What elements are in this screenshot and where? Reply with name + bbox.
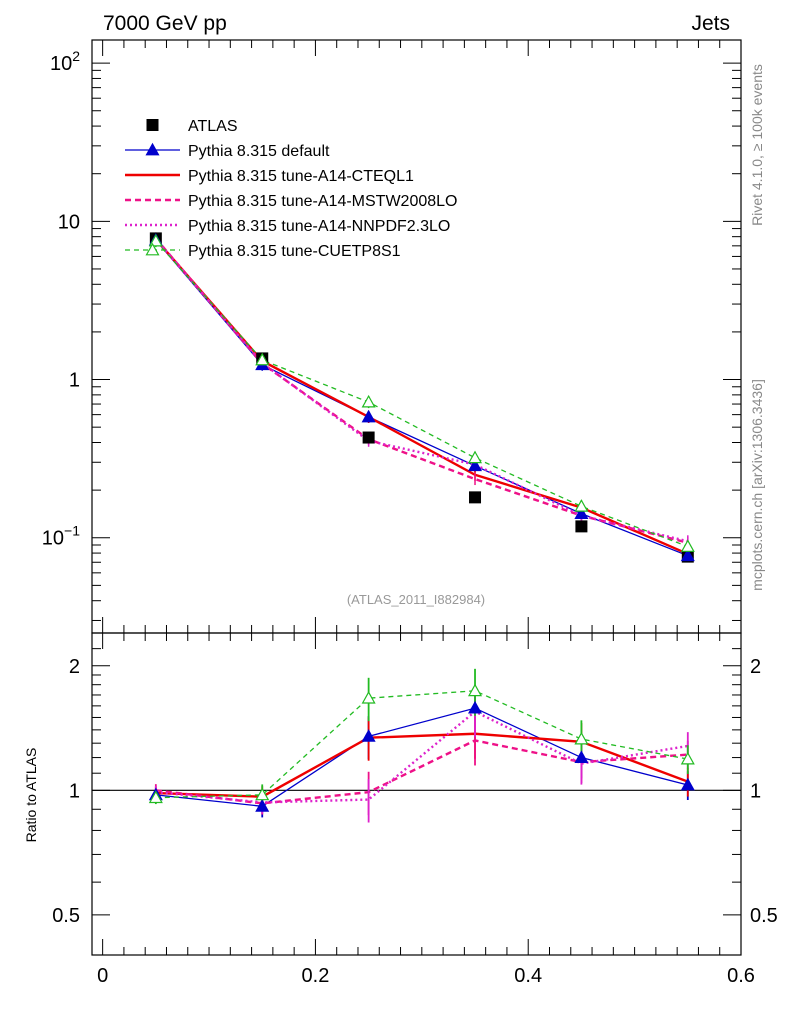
legend-marker-default [145, 142, 160, 156]
ratio-point-default [574, 750, 589, 763]
ratio-point-cuetp [255, 787, 270, 801]
legend-label-cteql1: Pythia 8.315 tune-A14-CTEQL1 [188, 168, 414, 185]
ratio-point-cuetp [361, 690, 376, 704]
series-line-default [155, 239, 689, 557]
legend: ATLAS Pythia 8.315 default Pythia 8.315 tu… [125, 118, 457, 260]
ratio-point-cuetp [467, 683, 483, 697]
header-left: 7000 GeV pp [103, 12, 227, 35]
y-tick-label: 10−1 [42, 523, 80, 550]
ratio-y-label: Ratio to ATLAS [23, 748, 39, 843]
x-tick-label: 0.4 [514, 965, 542, 987]
ratio-y-tick-label-right: 0.5 [750, 905, 778, 927]
series-line-cteql1 [154, 238, 689, 556]
ratio-point-cuetp [574, 731, 589, 745]
legend-marker-cuetp [145, 242, 160, 256]
ratio-y-tick-label: 0.5 [52, 905, 80, 927]
series-point-cuetp [255, 352, 270, 366]
ratio-y-tick-label-right: 2 [750, 656, 761, 678]
ratio-y-tick-label: 2 [69, 656, 80, 678]
ratio-line-mstw [155, 739, 688, 805]
ratio-point-cuetp [680, 751, 695, 765]
x-tick-label: 0.2 [302, 965, 330, 987]
ratio-line-default [155, 707, 688, 807]
series-point-default [574, 506, 589, 520]
legend-label-atlas: ATLAS [188, 118, 238, 135]
series-line-mstw [154, 237, 689, 544]
ratio-y-tick-label: 1 [69, 780, 80, 802]
reference-label: (ATLAS_2011_I882984) [347, 592, 485, 607]
legend-marker-atlas [146, 119, 159, 131]
ratio-y-tick-label-right: 1 [750, 780, 761, 802]
ratio-line-cuetp [155, 690, 688, 799]
axes: 0 0.2 0.4 0.6 10−1 1 10 102 0.5 0.5 1 1 2 2 [42, 40, 778, 987]
series-line-nnpdf [154, 238, 689, 543]
series-point-cuetp [574, 499, 589, 512]
ratio-point-default [467, 700, 483, 714]
series-point-cuetp [680, 539, 695, 552]
series-point-cuetp [467, 450, 483, 464]
data-marks [148, 232, 695, 823]
legend-label-cuetp: Pythia 8.315 tune-CUETP8S1 [188, 243, 401, 260]
series-point-default [680, 548, 695, 562]
atlas-point [469, 491, 482, 504]
x-tick-label: 0.6 [727, 965, 755, 987]
atlas-point [575, 520, 588, 533]
ratio-point-cuetp [148, 790, 163, 804]
legend-label-default: Pythia 8.315 default [188, 143, 330, 160]
y-tick-label: 1 [69, 370, 80, 392]
mcplots-text: mcplots.cern.ch [arXiv:1306.3436] [749, 379, 765, 591]
ratio-plot-frame [91, 632, 742, 956]
series-point-default [361, 409, 376, 423]
ratio-point-default [255, 799, 270, 812]
y-tick-label: 10 [58, 211, 80, 233]
series-line-cuetp [155, 240, 689, 548]
ratio-line-nnpdf [155, 710, 689, 804]
ratio-line-cteql1 [155, 732, 689, 798]
legend-label-nnpdf: Pythia 8.315 tune-A14-NNPDF2.3LO [188, 218, 450, 235]
series-point-cuetp [148, 233, 163, 247]
series-point-default [467, 458, 483, 472]
x-tick-label: 0 [97, 965, 108, 987]
header-right: Jets [691, 12, 730, 35]
atlas-point [362, 431, 375, 444]
y-tick-label: 102 [50, 48, 80, 75]
series-point-cuetp [361, 394, 376, 408]
legend-label-mstw: Pythia 8.315 tune-A14-MSTW2008LO [188, 193, 457, 210]
ratio-point-default [361, 729, 376, 742]
ratio-point-default [680, 777, 695, 791]
rivet-version-text: Rivet 4.1.0, ≥ 100k events [749, 64, 765, 226]
